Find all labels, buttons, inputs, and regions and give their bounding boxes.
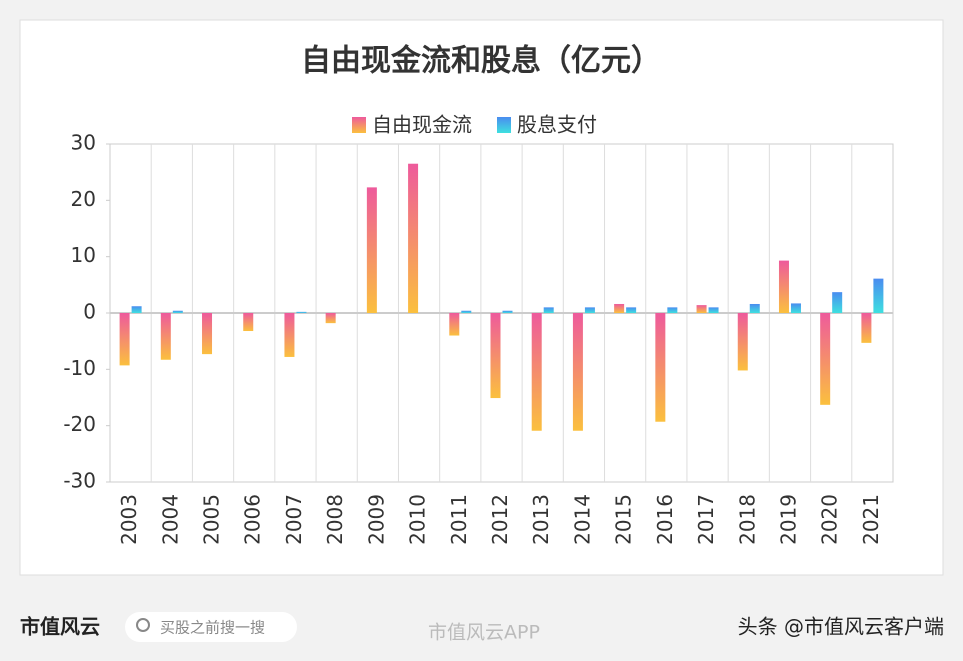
- bar: [461, 310, 472, 313]
- bar: [296, 311, 307, 313]
- bar: [366, 187, 377, 313]
- x-tick-label: 2016: [653, 494, 677, 545]
- x-tick-label: 2006: [241, 494, 265, 545]
- legend-swatch: [497, 117, 511, 133]
- x-tick-label: 2018: [735, 494, 759, 545]
- x-tick-label: 2020: [818, 494, 842, 545]
- bar: [325, 313, 336, 324]
- x-tick-label: 2005: [200, 494, 224, 545]
- legend-label: 自由现金流: [372, 113, 472, 137]
- bar: [202, 313, 213, 355]
- bar: [572, 313, 583, 431]
- x-tick-label: 2013: [529, 494, 553, 545]
- bar: [584, 307, 595, 313]
- legend-label: 股息支付: [517, 113, 597, 137]
- search-box[interactable]: [125, 612, 297, 642]
- bar: [131, 306, 142, 313]
- bar: [696, 305, 707, 313]
- bar: [737, 313, 748, 371]
- x-tick-label: 2003: [117, 494, 141, 545]
- y-tick-label: -10: [63, 356, 96, 380]
- bar: [119, 313, 130, 366]
- bar: [543, 307, 554, 313]
- bar: [490, 313, 501, 399]
- x-tick-label: 2004: [158, 494, 182, 545]
- bar: [449, 313, 460, 336]
- y-tick-label: -30: [63, 469, 96, 493]
- x-tick-label: 2021: [859, 494, 883, 545]
- x-tick-label: 2010: [406, 494, 430, 545]
- bar: [790, 303, 801, 313]
- bar: [820, 313, 831, 405]
- search-text: 买股之前搜一搜: [160, 619, 265, 637]
- x-tick-label: 2007: [282, 494, 306, 545]
- bar: [243, 313, 254, 332]
- x-tick-label: 2009: [364, 494, 388, 545]
- y-tick-label: -20: [63, 412, 96, 436]
- watermark: 市值风云APP: [428, 622, 540, 644]
- x-tick-label: 2008: [323, 494, 347, 545]
- bar: [873, 278, 884, 313]
- y-tick-label: 30: [71, 131, 96, 155]
- y-tick-label: 10: [71, 243, 96, 267]
- bar: [502, 310, 513, 313]
- bar: [708, 307, 719, 313]
- legend-swatch: [352, 117, 366, 133]
- bar: [531, 313, 542, 431]
- search-icon: [136, 618, 150, 632]
- bar: [626, 307, 637, 313]
- bar: [655, 313, 666, 422]
- bar: [749, 303, 760, 313]
- bar: [160, 313, 171, 360]
- x-tick-label: 2015: [612, 494, 636, 545]
- panel: [19, 19, 944, 576]
- y-tick-label: 20: [71, 187, 96, 211]
- x-tick-label: 2014: [570, 494, 594, 545]
- y-tick-label: 0: [83, 300, 96, 324]
- footer-brand: 市值风云: [20, 615, 100, 639]
- x-tick-label: 2019: [776, 494, 800, 545]
- bar: [408, 163, 419, 313]
- bar: [667, 307, 678, 313]
- bar: [614, 303, 625, 313]
- bar: [778, 260, 789, 313]
- x-tick-label: 2011: [447, 494, 471, 545]
- bar: [832, 292, 843, 313]
- x-tick-label: 2012: [488, 494, 512, 545]
- bar: [172, 310, 183, 313]
- chart-title: 自由现金流和股息（亿元）: [301, 44, 661, 79]
- footer-credit: 头条 @市值风云客户端: [738, 615, 944, 639]
- x-tick-label: 2017: [694, 494, 718, 545]
- bar: [861, 313, 872, 343]
- bar: [284, 313, 295, 357]
